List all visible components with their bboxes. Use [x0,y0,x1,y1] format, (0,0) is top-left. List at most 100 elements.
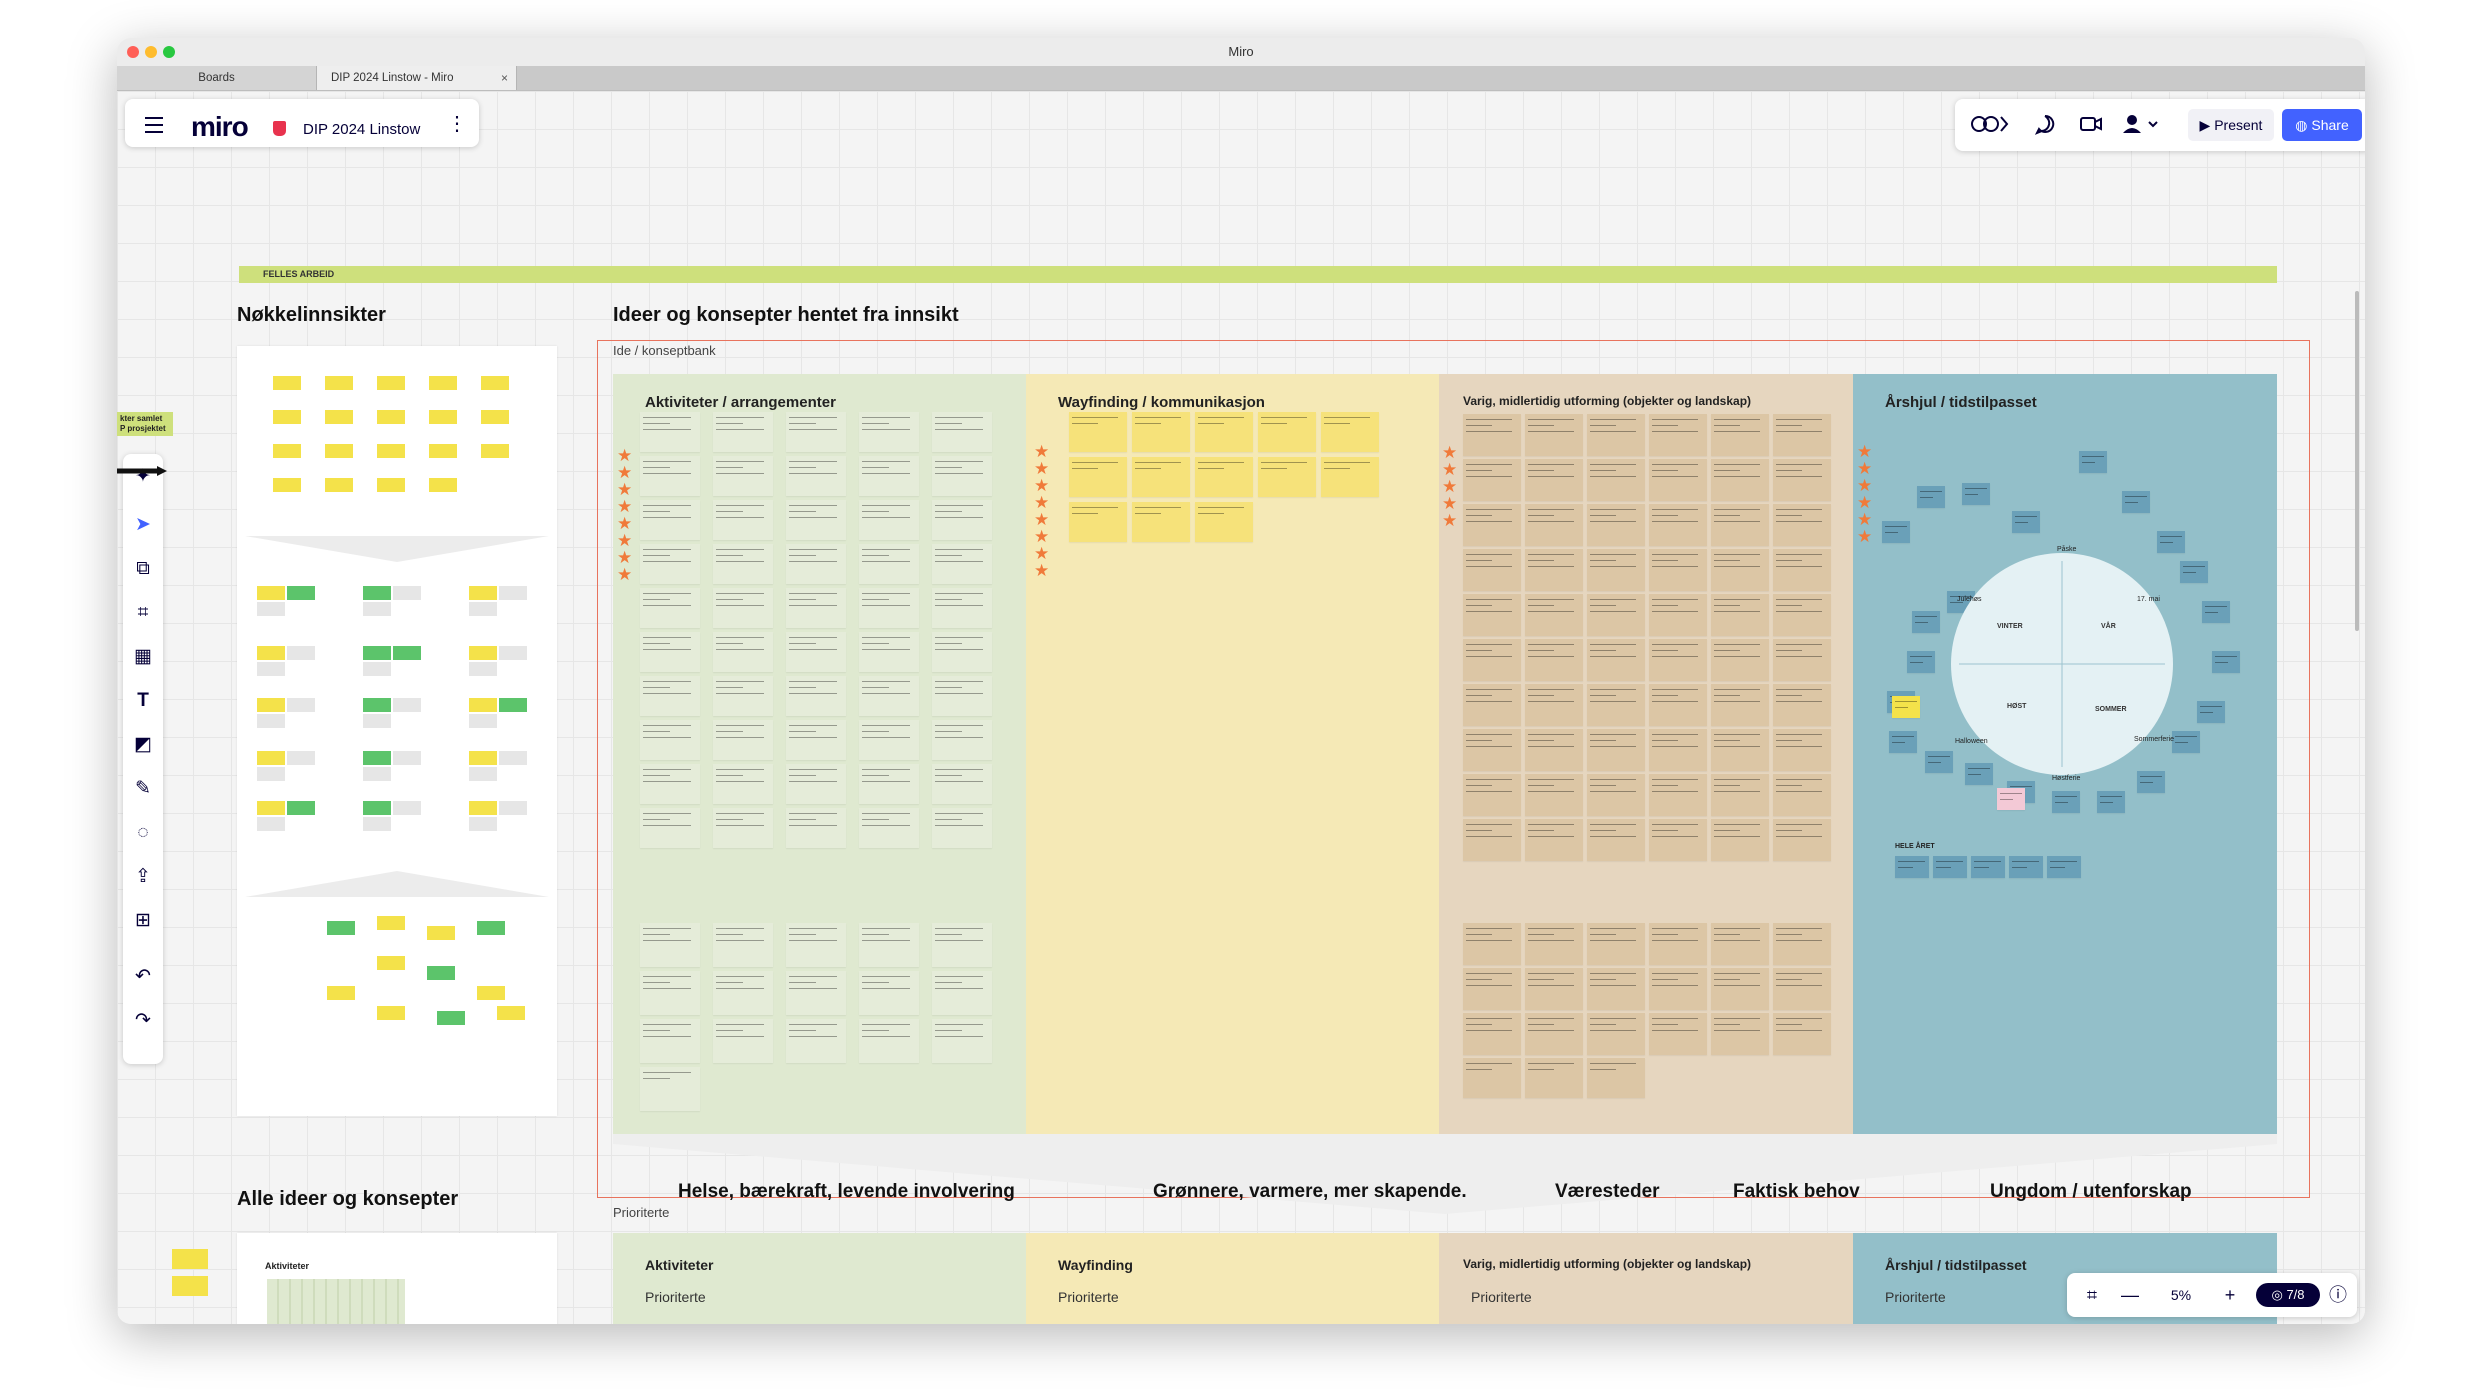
text-tool-icon[interactable]: T [137,690,149,711]
sticky-note[interactable] [2202,601,2230,623]
sticky-note[interactable] [1195,502,1253,542]
sticky-note[interactable] [859,720,919,760]
sticky-note[interactable] [932,588,992,628]
sticky-note[interactable] [1587,459,1645,501]
bottom-column-wayfinding[interactable]: Wayfinding Prioriterte [1026,1233,1439,1324]
sticky-note[interactable] [1773,968,1831,1010]
sticky-note[interactable] [1962,483,1990,505]
more-tools-icon[interactable]: ⊞ [135,910,151,931]
sticky-note[interactable] [1525,968,1583,1010]
sticky-note[interactable] [1525,923,1583,965]
sticky-note[interactable] [1463,684,1521,726]
sticky-note[interactable] [2212,651,2240,673]
sticky-note[interactable] [2137,771,2165,793]
sticky-note[interactable] [1889,731,1917,753]
pen-tool-icon[interactable]: ✎ [135,778,151,799]
sticky-note[interactable] [1773,459,1831,501]
sticky-note[interactable] [1912,611,1940,633]
sticky-note[interactable] [2079,451,2107,473]
sticky-note[interactable] [786,500,846,540]
ai-sparkle-icon[interactable]: ✦ [135,466,151,487]
sticky-note[interactable] [713,971,773,1015]
sticky-note[interactable] [713,720,773,760]
sticky-note[interactable] [1649,968,1707,1010]
sticky-note[interactable] [859,412,919,452]
sticky-note[interactable] [786,1019,846,1063]
sticky-note[interactable] [1463,819,1521,861]
sticky-note[interactable] [1711,729,1769,771]
sticky-note[interactable] [640,456,700,496]
sticky-note[interactable] [1587,774,1645,816]
select-tool-icon[interactable]: ➤ [135,514,151,535]
sticky-note[interactable] [640,1067,700,1111]
zoom-level[interactable]: 5% [2170,1287,2192,1303]
sticky-note[interactable] [1773,639,1831,681]
present-button[interactable]: ▶ Present [2188,109,2274,141]
sticky-note[interactable] [1525,594,1583,636]
sticky-note[interactable] [786,764,846,804]
sticky-note[interactable] [1463,923,1521,965]
sticky-note[interactable] [640,412,700,452]
sticky-note[interactable] [713,500,773,540]
sticky-note[interactable] [1195,412,1253,452]
sticky-note[interactable] [859,923,919,967]
sticky-note[interactable] [1587,504,1645,546]
sticky-note[interactable] [2157,531,2185,553]
sticky-note[interactable] [1463,1058,1521,1098]
sticky-note[interactable] [1649,819,1707,861]
sticky-note[interactable] [1525,549,1583,591]
share-button[interactable]: ◍ Share [2282,109,2362,141]
sticky-note[interactable] [1525,774,1583,816]
sticky-note[interactable] [713,412,773,452]
sticky-note[interactable] [1463,594,1521,636]
sticky-note[interactable] [1711,819,1769,861]
sticky-note[interactable] [640,923,700,967]
undo-icon[interactable]: ↶ [135,966,151,987]
sticky-note[interactable] [1711,414,1769,456]
user-avatar-icon[interactable] [2121,113,2161,140]
sticky-note[interactable] [1773,819,1831,861]
sticky-note[interactable] [1463,1013,1521,1055]
sticky-note[interactable] [713,544,773,584]
sticky-note[interactable] [786,971,846,1015]
fit-to-screen-icon[interactable]: ⌗ [2086,1285,2098,1305]
sticky-note[interactable] [859,544,919,584]
reactions-icon[interactable] [1969,113,2013,140]
sticky-note[interactable] [1649,1013,1707,1055]
sticky-note[interactable] [2180,561,2208,583]
vertical-scrollbar[interactable] [2355,291,2359,631]
sticky-note[interactable] [1463,729,1521,771]
sticky-note[interactable] [1587,729,1645,771]
redo-icon[interactable]: ↷ [135,1010,151,1031]
sticky-note[interactable] [1069,457,1127,497]
sticky-note[interactable] [1971,856,2005,878]
sticky-note[interactable] [1649,414,1707,456]
sticky-note[interactable] [1321,412,1379,452]
sticky-note[interactable] [1907,651,1935,673]
sticky-note[interactable] [1773,414,1831,456]
comment-tool-icon[interactable]: ◌ [137,822,149,843]
bottom-column-utforming[interactable]: Varig, midlertidig utforming (objekter o… [1439,1233,1853,1324]
sticky-note[interactable] [859,632,919,672]
sticky-note[interactable] [786,412,846,452]
sticky-note[interactable] [932,971,992,1015]
sticky-note[interactable] [1587,923,1645,965]
tab-board[interactable]: DIP 2024 Linstow - Miro × [317,66,517,90]
sticky-note[interactable] [1649,774,1707,816]
sticky-note[interactable] [1649,549,1707,591]
sticky-note[interactable] [1463,639,1521,681]
sticky-note[interactable] [1649,459,1707,501]
sticky-note[interactable] [1773,923,1831,965]
sticky-note[interactable] [1587,1058,1645,1098]
sticky-note[interactable] [1895,856,1929,878]
menu-icon[interactable] [145,117,163,138]
bottom-column-aktiviteter[interactable]: Aktiviteter Prioriterte [613,1233,1026,1324]
sticky-note[interactable] [932,412,992,452]
maximize-window-button[interactable] [163,46,175,58]
sticky-note[interactable] [1711,504,1769,546]
sticky-note[interactable] [1587,684,1645,726]
sticky-note[interactable] [1132,502,1190,542]
sticky-note[interactable] [1649,504,1707,546]
sticky-note[interactable] [640,500,700,540]
sticky-note[interactable] [1773,774,1831,816]
